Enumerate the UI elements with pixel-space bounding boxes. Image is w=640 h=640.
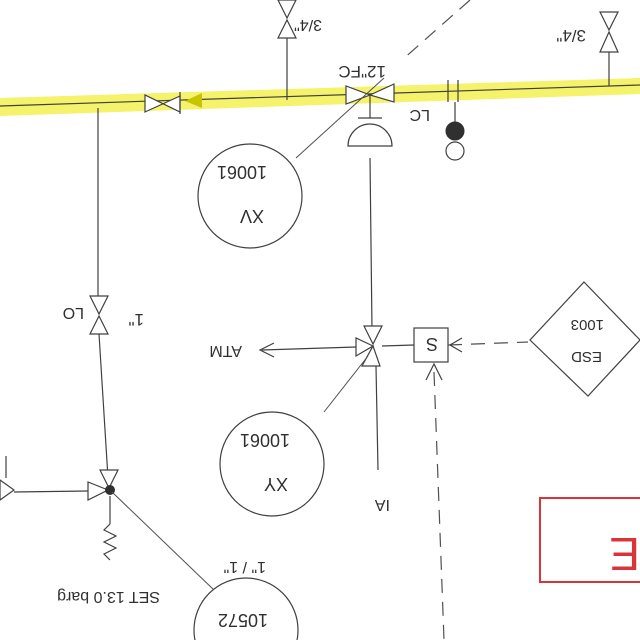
xy-number: 10061 (240, 430, 290, 450)
main-process-line (0, 84, 640, 107)
lower-signal-arrow-icon (425, 362, 443, 381)
psv-set-label: SET 13.0 barg (57, 588, 160, 605)
solenoid-link-line (381, 344, 415, 347)
flow-arrow-icon (185, 93, 202, 108)
control-valve-12fc-label: 12"FC (338, 62, 386, 81)
solenoid-s-box[interactable]: S (413, 327, 449, 363)
xv-number: 10061 (217, 162, 267, 182)
atm-label: ATM (209, 342, 242, 359)
esd-1003-interlock[interactable]: 1003 ESD (529, 281, 640, 397)
size-3-4-right-label: 3/4" (556, 26, 586, 45)
psv-10572-instrument[interactable]: 10572 (193, 577, 299, 640)
lo-valve-icon (89, 295, 109, 335)
signal-dash-line-top (401, 0, 471, 61)
top-left-valve-icon (277, 0, 297, 100)
highlighted-main-line[interactable] (0, 78, 640, 116)
psv-leader-line (111, 491, 215, 591)
xv-leader-line (295, 77, 385, 159)
lower-signal-dash-line (433, 371, 445, 640)
spring-icon (102, 523, 118, 561)
lc-label: LC (410, 106, 430, 123)
actuator-signal-line (369, 157, 373, 331)
xy-10061-instrument[interactable]: 10061 XY (219, 411, 325, 517)
left-branch-lower-line (98, 333, 109, 479)
relief-valve-icon[interactable] (87, 469, 119, 561)
size-1-label: 1" (129, 310, 145, 329)
ia-supply-line (375, 365, 379, 471)
three-way-valve-icon[interactable] (355, 325, 383, 367)
atm-vent-line (261, 346, 357, 351)
red-callout-letter: E (609, 528, 640, 580)
xy-leader-line (323, 355, 369, 413)
top-right-valve-icon (599, 11, 619, 86)
size-3-4-left-label: 3/4" (294, 16, 322, 33)
left-edge-valve-icon (0, 456, 16, 501)
check-valve-icon (144, 92, 181, 114)
esd-signal-arrow-icon (448, 337, 463, 353)
relief-outlet-line (13, 490, 89, 493)
spectacle-blind-icon (445, 80, 465, 161)
xy-tag: XY (264, 474, 288, 494)
control-valve-12fc-icon[interactable] (345, 83, 395, 147)
solenoid-label: S (426, 334, 438, 354)
xv-tag: XV (240, 206, 264, 226)
esd-tag: ESD (571, 348, 602, 365)
ia-label: IA (375, 496, 390, 513)
lo-label: LO (63, 304, 84, 321)
psv-size-label: 1" / 1" (224, 558, 267, 575)
xv-10061-instrument[interactable]: 10061 XV (197, 143, 303, 249)
esd-signal-dash-line (447, 341, 529, 346)
psv-number: 10572 (218, 610, 268, 630)
red-callout-box: E (539, 497, 640, 583)
atm-arrow-icon (258, 342, 275, 358)
esd-number: 1003 (571, 316, 604, 333)
